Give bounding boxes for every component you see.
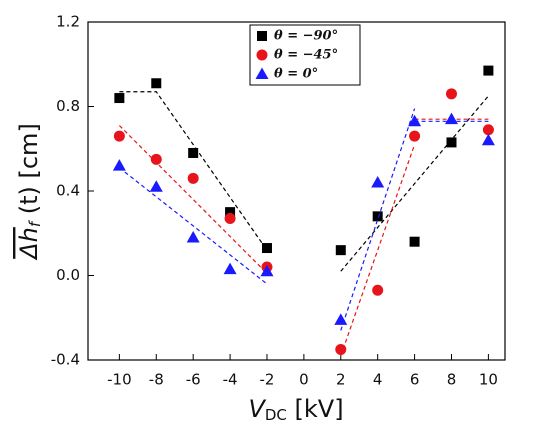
triangle-marker: [444, 112, 458, 125]
triangle-marker: [408, 114, 422, 127]
triangle-marker: [260, 264, 274, 277]
x-tick-label: 8: [447, 371, 457, 389]
circle-marker: [150, 153, 162, 165]
legend-marker: [257, 31, 267, 41]
fit-line: [118, 108, 489, 331]
x-tick-label: -10: [107, 371, 132, 389]
legend-marker: [255, 67, 269, 79]
x-tick-label: 0: [299, 371, 309, 389]
y-axis-label: Δhf (t) [cm]: [15, 123, 44, 261]
x-axis-label: VDC [kV]: [248, 395, 343, 424]
square-marker: [225, 207, 236, 218]
circle-marker: [224, 212, 236, 224]
square-marker: [409, 236, 420, 247]
circle-marker: [113, 130, 125, 142]
triangle-marker: [112, 159, 126, 171]
square-marker: [151, 78, 162, 89]
square-marker: [446, 137, 457, 148]
legend-label: θ = 0°: [274, 67, 318, 82]
x-label-sub: DC: [265, 406, 287, 424]
circle-marker: [409, 130, 421, 142]
circle-marker: [187, 172, 199, 184]
x-tick-label: 6: [410, 371, 420, 389]
square-marker: [335, 245, 346, 256]
circle-marker: [482, 124, 494, 136]
x-tick-label: 10: [479, 371, 498, 389]
square-marker: [188, 147, 199, 158]
circle-marker: [335, 343, 347, 355]
y-label-sub: f: [26, 219, 44, 227]
y-tick-label: 0.0: [56, 266, 80, 284]
y-tick-label: 0.4: [56, 182, 80, 200]
circle-marker: [372, 284, 384, 296]
x-tick-label: -8: [149, 371, 164, 389]
y-tick-label: 0.8: [56, 97, 80, 115]
legend-label: θ = −45°: [274, 48, 338, 63]
triangle-marker: [481, 133, 495, 146]
x-tick-label: -2: [259, 371, 274, 389]
x-tick-label: 2: [336, 371, 346, 389]
triangle-marker: [223, 262, 237, 275]
legend-label: θ = −90°: [274, 29, 338, 44]
legend: θ = −90° θ = −45° θ = 0°: [255, 29, 338, 82]
fit-line: [119, 91, 489, 272]
y-tick-label: 1.2: [56, 13, 80, 31]
x-label-rest: [kV]: [287, 395, 344, 423]
circle-marker: [445, 88, 457, 100]
x-tick-label: 4: [373, 371, 383, 389]
triangle-marker: [149, 180, 163, 192]
legend-marker: [256, 49, 268, 61]
y-tick-label: -0.4: [51, 351, 80, 369]
triangle-marker: [334, 313, 348, 325]
square-marker: [114, 93, 125, 104]
square-marker: [483, 65, 494, 76]
x-tick-label: -4: [223, 371, 238, 389]
legend-box: [249, 24, 361, 86]
triangle-marker: [371, 176, 385, 188]
fit-line: [118, 118, 489, 356]
y-label-base: Δh: [15, 227, 43, 261]
square-marker: [261, 243, 272, 254]
x-tick-label: -6: [186, 371, 201, 389]
triangle-marker: [186, 230, 200, 243]
y-label-rest: (t) [cm]: [15, 123, 43, 222]
square-marker: [372, 211, 383, 222]
x-label-base: V: [248, 395, 266, 423]
